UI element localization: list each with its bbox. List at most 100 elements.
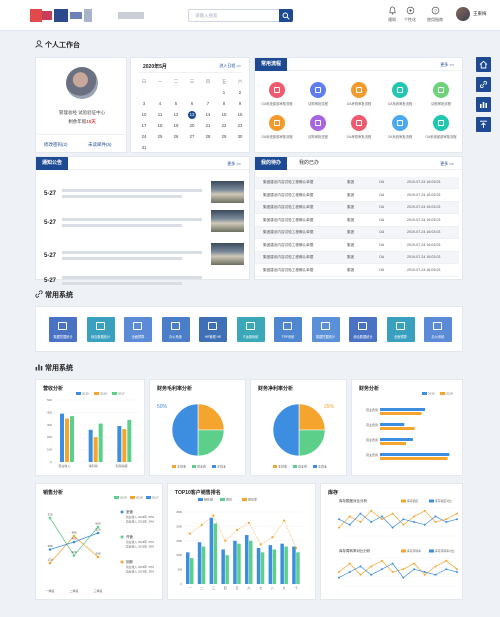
- system-tile[interactable]: 综合数据统计: [349, 317, 377, 342]
- notice-row[interactable]: 5-27: [36, 210, 244, 244]
- float-link-button[interactable]: [476, 77, 491, 92]
- todo-more-link[interactable]: 更多 >>: [440, 161, 454, 166]
- float-home-button[interactable]: [476, 57, 491, 72]
- flow-item[interactable]: OA系统审批流程: [380, 115, 420, 139]
- tab-notice[interactable]: 通知公告: [36, 157, 69, 170]
- todo-row[interactable]: 集团建设内容试验工程确认单据 集团 OA 2019-07-24 16:03:03: [255, 202, 459, 214]
- calendar-day[interactable]: 19: [173, 123, 179, 128]
- data-point: [359, 512, 362, 515]
- calendar-day[interactable]: 31: [141, 145, 147, 150]
- calendar-day[interactable]: 29: [221, 134, 227, 139]
- flow-item[interactable]: OA系统审批流程: [380, 82, 420, 106]
- margin-chart-title: 财务毛利率分析: [157, 386, 193, 392]
- calendar-day[interactable]: 2: [238, 90, 242, 95]
- system-tile[interactable]: IT运维系统: [236, 317, 265, 342]
- y-tick-label: 300: [47, 423, 52, 427]
- calendar-day[interactable]: 8: [222, 101, 226, 106]
- system-tile[interactable]: 办公系统: [424, 317, 452, 342]
- flow-item[interactable]: OA考勤审批流程: [339, 82, 379, 106]
- notice-row[interactable]: 5-27: [36, 243, 244, 277]
- change-password-link[interactable]: 修改密码(2): [44, 142, 68, 147]
- calendar-day[interactable]: 28: [205, 134, 211, 139]
- float-chart-button[interactable]: [476, 97, 491, 112]
- calendar-day[interactable]: 15: [221, 112, 227, 117]
- bar: [117, 426, 122, 462]
- legend-label: 2019: [120, 496, 127, 500]
- calendar-day[interactable]: 5: [174, 101, 178, 106]
- system-tile[interactable]: HR管理 HR: [199, 317, 227, 342]
- system-tile[interactable]: 数据挖掘统计: [311, 317, 340, 342]
- flow-item[interactable]: 请假审批流程: [421, 82, 461, 106]
- data-point: [391, 526, 394, 529]
- calendar-day[interactable]: 22: [221, 123, 227, 128]
- calendar-day[interactable]: 14: [205, 112, 211, 117]
- todo-row[interactable]: 集团建设内容试验工程确认单据 集团 OA 2019-07-24 16:03:03: [255, 252, 459, 264]
- calendar-day[interactable]: 27: [189, 134, 195, 139]
- legend-label: 主营收: [177, 464, 186, 469]
- calendar-day[interactable]: 10: [141, 112, 147, 117]
- system-tile[interactable]: 数据挖掘统计: [49, 317, 77, 342]
- search-button[interactable]: [279, 9, 293, 22]
- notice-row[interactable]: 5-27: [36, 181, 244, 215]
- notice-more-link[interactable]: 更多 >>: [227, 161, 241, 166]
- flow-item-label: 请购审批流程: [308, 102, 328, 106]
- pie-slice: [272, 403, 300, 457]
- calendar-day[interactable]: 25: [157, 134, 163, 139]
- calendar-day[interactable]: 26: [173, 134, 179, 139]
- calendar-day[interactable]: 6: [190, 101, 194, 106]
- flow-item[interactable]: 请购审批流程: [298, 82, 338, 106]
- calendar-day[interactable]: 13: [189, 112, 195, 117]
- data-point: [456, 512, 458, 515]
- calendar-day[interactable]: 7: [206, 101, 210, 106]
- calendar-day[interactable]: 24: [141, 134, 147, 139]
- calendar-day[interactable]: 4: [158, 101, 162, 106]
- notify-button[interactable]: 通知: [380, 6, 404, 23]
- todo-row[interactable]: 集团建设内容试验工程确认单据 集团 OA 2019-07-24 16:03:03: [255, 227, 459, 239]
- float-top-button[interactable]: [476, 117, 491, 132]
- calendar-day[interactable]: 18: [157, 123, 163, 128]
- calendar-day[interactable]: 30: [237, 134, 243, 139]
- calendar-day[interactable]: 3: [142, 101, 146, 106]
- calendar-day[interactable]: 9: [238, 101, 242, 106]
- notice-row[interactable]: 5-27: [36, 272, 236, 302]
- unread-mail-link[interactable]: 未读邮件(5): [88, 142, 112, 147]
- system-tile[interactable]: 综合数据统计: [86, 317, 115, 342]
- flow-item[interactable]: 请购审批流程: [298, 115, 338, 139]
- tab-my-done[interactable]: 我的已办: [299, 160, 320, 166]
- system-tile[interactable]: 全面预算: [386, 317, 415, 342]
- system-icon: [433, 322, 442, 330]
- todo-row[interactable]: 集团建设内容试验工程确认单据 集团 OA 2019-07-24 16:03:03: [255, 240, 459, 252]
- calendar-day[interactable]: 11: [157, 112, 163, 117]
- flow-item[interactable]: OA系统部部审核流程: [257, 115, 297, 139]
- search-box[interactable]: 请输入搜索: [188, 9, 293, 22]
- todo-row[interactable]: 集团建设内容试验工程确认单据 集团 OA 2019-07-24 16:03:03: [255, 177, 459, 189]
- calendar-day[interactable]: 16: [237, 112, 243, 117]
- tab-my-todo[interactable]: 我的待办: [255, 157, 288, 170]
- flow-item[interactable]: OA系统部部审核流程: [421, 115, 461, 139]
- search-input[interactable]: 请输入搜索: [195, 13, 218, 18]
- todo-row[interactable]: 集团建设内容试验工程确认单据 集团 OA 2019-07-24 16:03:03: [255, 265, 459, 277]
- system-tile[interactable]: 全面预算: [124, 317, 152, 342]
- guide-button[interactable]: ? 使用指南: [423, 6, 447, 23]
- flow-item[interactable]: OA系统部部审核流程: [257, 82, 297, 106]
- document-icon: [315, 87, 321, 93]
- calendar-day[interactable]: 23: [237, 123, 243, 128]
- legend-label: 回款率: [248, 497, 257, 502]
- todo-row[interactable]: 集团建设内容试验工程确认单据 集团 OA 2019-07-24 16:03:03: [255, 215, 459, 227]
- weekday-label: 四: [205, 79, 211, 84]
- tab-common-flow[interactable]: 常用流程: [255, 58, 288, 71]
- data-point: [402, 523, 405, 526]
- calendar-day[interactable]: 21: [205, 123, 211, 128]
- system-tile[interactable]: 办公系统: [161, 317, 190, 342]
- schedule-link[interactable]: 进入日程 >>: [219, 63, 241, 68]
- todo-row[interactable]: 集团建设内容试验工程确认单据 集团 OA 2019-07-24 16:03:03: [255, 190, 459, 202]
- personalize-button[interactable]: 个性化: [398, 6, 422, 23]
- calendar-day[interactable]: 20: [189, 123, 195, 128]
- flow-item[interactable]: OA考勤审批流程: [339, 115, 379, 139]
- calendar-day[interactable]: 12: [173, 112, 179, 117]
- system-tile[interactable]: TRP系统: [274, 317, 302, 342]
- flow-more-link[interactable]: 更多 >>: [440, 62, 454, 67]
- calendar-day[interactable]: 1: [222, 90, 226, 95]
- calendar-day[interactable]: 17: [141, 123, 147, 128]
- data-point: [338, 518, 340, 521]
